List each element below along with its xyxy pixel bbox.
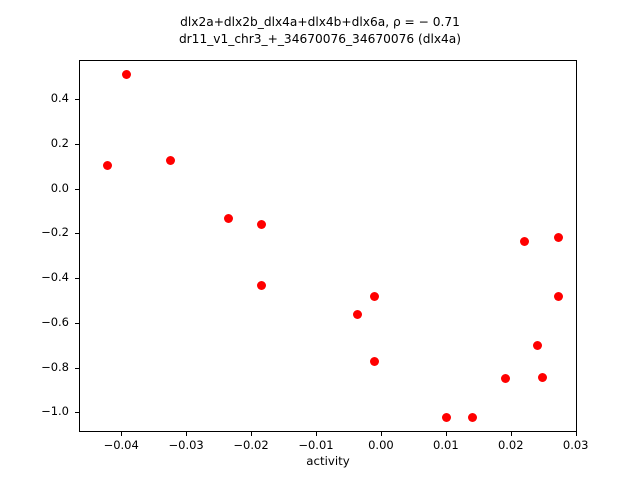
y-tick-label: −1.0	[41, 404, 69, 419]
data-point	[121, 69, 131, 79]
y-tick-label: 0.2	[50, 135, 69, 150]
y-tick-mark	[75, 143, 79, 145]
data-point	[369, 357, 379, 367]
x-tick-mark	[251, 432, 253, 436]
data-point	[533, 340, 543, 350]
y-tick-label: −0.8	[41, 359, 69, 374]
x-tick-mark	[445, 432, 447, 436]
x-tick-label: −0.01	[298, 438, 334, 452]
x-tick-label: 0.01	[433, 438, 459, 452]
x-tick-mark	[186, 432, 188, 436]
x-tick-mark	[510, 432, 512, 436]
x-tick-label: 0.00	[368, 438, 394, 452]
chart-title-line-1: dlx2a+dlx2b_dlx4a+dlx4b+dlx6a, ρ = − 0.7…	[180, 15, 460, 29]
data-point	[369, 292, 379, 302]
y-tick-mark	[75, 233, 79, 235]
data-point	[103, 160, 113, 170]
x-tick-label: −0.03	[168, 438, 204, 452]
y-tick-label: −0.6	[41, 314, 69, 329]
data-point	[520, 236, 530, 246]
y-tick-mark	[75, 322, 79, 324]
data-point	[442, 413, 452, 423]
scatter-points-layer	[80, 61, 576, 431]
x-tick-mark	[380, 432, 382, 436]
x-tick-mark	[315, 432, 318, 436]
y-tick-mark	[75, 188, 79, 190]
data-point	[554, 233, 564, 243]
x-tick-mark	[121, 432, 123, 436]
y-tick-mark	[75, 412, 79, 414]
y-tick-label: 0.0	[50, 180, 69, 195]
y-tick-label: −0.4	[41, 270, 69, 285]
data-point	[166, 156, 176, 166]
data-point	[257, 281, 267, 291]
y-tick-mark	[75, 99, 79, 101]
x-axis-label: activity	[306, 454, 350, 468]
y-tick-label: 0.4	[50, 91, 69, 106]
data-point	[468, 413, 478, 423]
data-point	[554, 292, 564, 302]
x-tick-label: −0.02	[233, 438, 269, 452]
data-point	[224, 214, 234, 224]
data-point	[352, 310, 362, 320]
data-point	[257, 219, 267, 229]
data-point	[500, 374, 510, 384]
data-point	[538, 373, 548, 383]
x-tick-label: −0.04	[103, 438, 139, 452]
x-tick-mark	[575, 432, 577, 436]
y-tick-label: −0.2	[41, 225, 69, 240]
y-tick-mark	[75, 278, 79, 280]
x-tick-label: 0.03	[562, 438, 589, 452]
chart-title-line-2: dr11_v1_chr3_+_34670076_34670076 (dlx4a)	[178, 32, 462, 46]
plot-axes-frame	[79, 60, 577, 432]
chart-title: dlx2a+dlx2b_dlx4a+dlx4b+dlx6a, ρ = − 0.7…	[0, 14, 640, 48]
y-tick-mark	[75, 367, 79, 369]
x-tick-label: 0.02	[497, 438, 524, 452]
